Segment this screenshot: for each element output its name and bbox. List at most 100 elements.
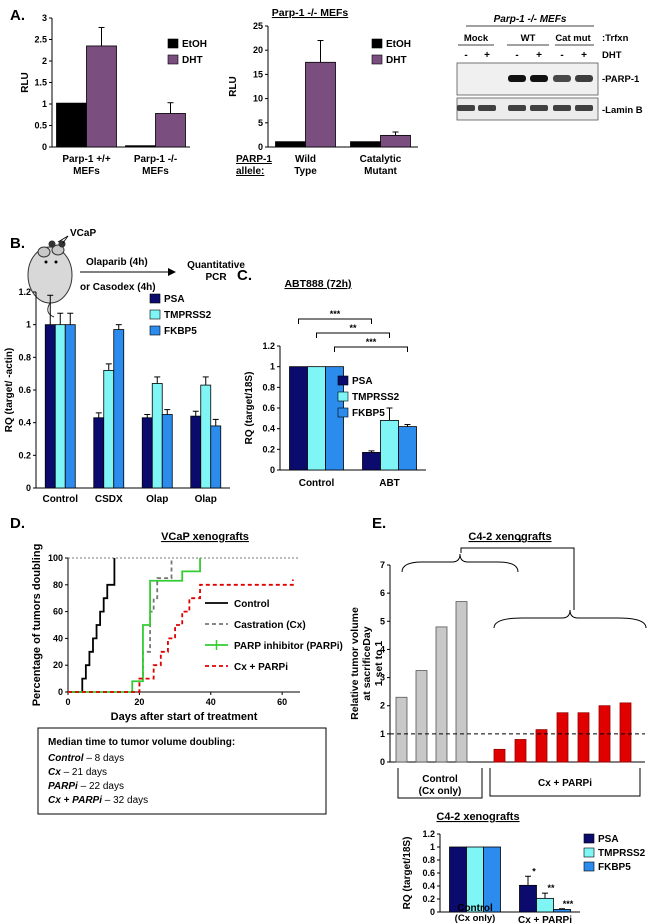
blot-sign: - [560,50,563,61]
bar-fkbp5-1 [398,426,417,471]
bar-dht-1 [155,113,186,148]
km-line-2 [68,558,201,693]
x-category-label: Wild [295,154,316,165]
legend-label-2: PARP inhibitor (PARPi) [234,641,343,652]
bar-tmprss2-2 [151,383,163,489]
panel-label-b: B. [10,235,25,252]
y-tick-label: 5 [258,118,263,128]
bar-treated-1 [514,739,527,763]
chart-title: VCaP xenografts [161,531,249,543]
bar-psa-1 [362,452,381,471]
x-axis-label: Days after start of treatment [111,711,258,723]
blot-sign: + [536,50,542,61]
blot-band-parp1: -PARP-1 [602,74,640,85]
y-tick-label: 0 [270,465,275,475]
x-category-label: Type [294,166,317,177]
blot-band-laminb-mark [530,105,548,111]
bar-fkbp5-1 [553,909,571,913]
legend-label-psa: PSA [352,376,373,387]
y-tick-label: 0.8 [422,855,435,865]
y-tick-label: 0.6 [422,868,435,878]
bar-tmprss2-0 [307,366,326,471]
legend-label-dht: DHT [386,55,407,66]
y-tick-label: 20 [53,660,63,670]
y-axis-label: RQ (target/18S) [402,837,413,910]
median-line-cx: Cx – 21 days [48,767,107,778]
legend-swatch-fkbp5 [337,407,349,418]
y-tick-label: 0.5 [34,121,47,131]
bar-treated-2 [535,729,548,763]
mouse-output-2: PCR [205,272,227,283]
bar-fkbp5-1 [113,329,125,489]
blot-group-mock: Mock [464,33,489,44]
bar-control-3 [455,601,468,763]
y-tick-label: 1 [270,362,275,372]
blot-band-laminb-mark [508,105,526,111]
significance-bracket [316,332,390,338]
bar-control-0 [395,696,408,763]
km-line-1 [68,558,173,693]
blot-band-parp1-mark [575,75,593,82]
group-label-control-sub: (Cx only) [419,786,462,797]
blot-group-wt: WT [521,33,536,44]
y-axis-label: RQ (target/18S) [244,372,255,445]
y-tick-label: 0 [380,757,385,767]
y-tick-label: 0 [258,142,263,152]
blot-sign: - [515,50,518,61]
mouse-drug-olaparib: Olaparib (4h) [86,257,148,268]
bar-psa-2 [141,417,153,489]
blot-band-laminb: -Lamin B [602,105,643,116]
legend-label-etoh: EtOH [182,39,207,50]
y-tick-label: 1.2 [422,829,435,839]
blot-sign: - [464,50,467,61]
y-axis-label: RLU [20,72,31,93]
y-tick-label: 0 [42,142,47,152]
x-tick-label: 20 [134,697,144,707]
significance-mark: * [518,537,522,548]
legend-swatch-tmprss2 [337,391,349,402]
legend-label-tmprss2: TMPRSS2 [598,848,646,859]
x-category-label-control: Control [457,903,493,914]
bar-treated-0 [493,748,506,763]
y-tick-label: 5 [380,616,385,626]
y-tick-label: 7 [380,560,385,570]
y-tick-label: 0.8 [18,352,31,362]
x-category-label: Catalytic [360,154,402,165]
x-tick-label: 40 [206,697,216,707]
chart-title: Parp-1 -/- MEFs [272,7,349,19]
x-tick-label: 60 [277,697,287,707]
y-tick-label: 0 [26,483,31,493]
y-axis-label: RQ (target/ -actin) [4,348,15,432]
y-tick-label: 1 [430,842,435,852]
y-tick-label: 60 [53,607,63,617]
blot-trfxn-label: :Trfxn [602,33,629,44]
legend-swatch-dht [371,54,383,65]
x-category-label: Cx + PARPi [518,915,572,924]
chart-title: C4-2 xenografts [436,811,519,823]
y-axis-label: 1 set to 1 [373,641,385,687]
y-tick-label: 2.5 [34,35,47,45]
bar-treated-4 [577,712,590,763]
bar-etoh-1 [350,141,381,148]
bar-control-2 [435,626,448,763]
significance-mark: ** [547,883,555,893]
y-tick-label: 3 [42,13,47,23]
legend-label-fkbp5: FKBP5 [352,408,385,419]
blot-group-catmut: Cat mut [555,33,591,44]
bar-psa-3 [190,415,202,489]
x-category-label-sub: (Cx only) [455,913,496,924]
legend-label-fkbp5: FKBP5 [598,862,631,873]
legend-swatch-tmprss2 [583,847,595,858]
y-tick-label: 1 [26,320,31,330]
blot-band-parp1-mark [553,75,571,82]
x-category-label: Control [42,494,78,505]
y-tick-label: 100 [48,553,63,563]
blot-sign: + [581,50,587,61]
median-line-control: Control – 8 days [48,753,124,764]
group-box-treated [489,768,641,797]
legend-label-tmprss2: TMPRSS2 [352,392,400,403]
mouse-drug-casodex: or Casodex (4h) [80,282,156,293]
y-tick-label: 80 [53,580,63,590]
y-tick-label: 0.2 [422,894,435,904]
